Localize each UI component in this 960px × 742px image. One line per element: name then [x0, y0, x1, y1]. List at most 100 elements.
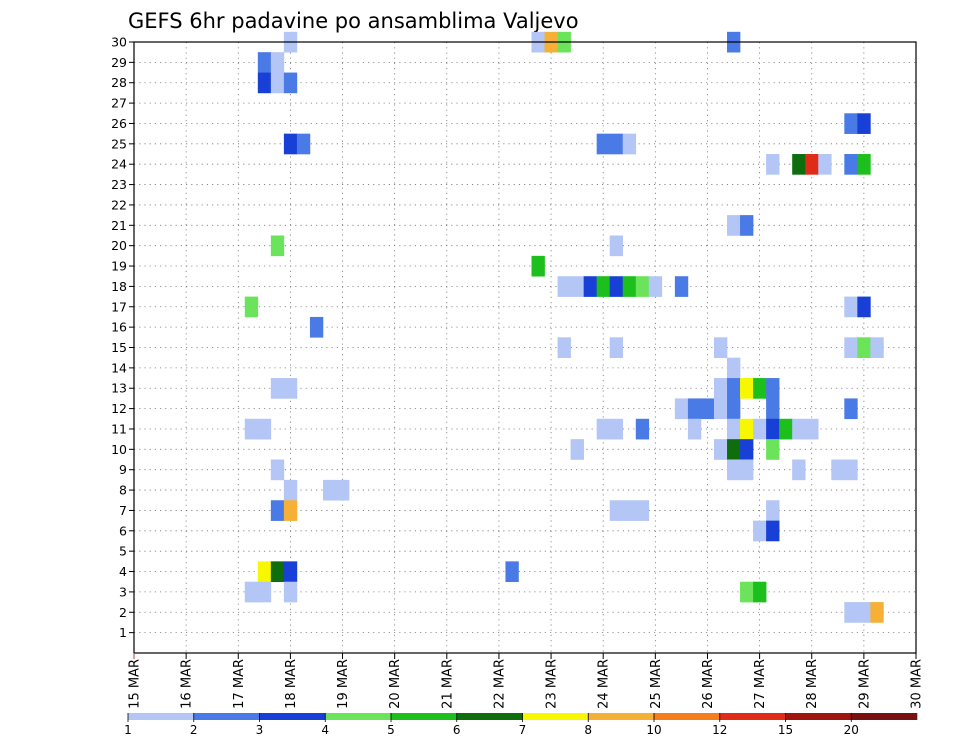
precip-cell [622, 276, 637, 297]
y-tick-label: 26 [111, 116, 127, 131]
precip-cell [844, 296, 858, 318]
y-tick-label: 23 [111, 177, 127, 192]
chart-title: GEFS 6hr padavine po ansamblima Valjevo [128, 9, 579, 33]
precip-cell [257, 581, 272, 603]
x-tick-label: 17 MAR [232, 659, 247, 709]
precip-cell [635, 418, 650, 440]
y-tick-label: 17 [111, 299, 127, 314]
precip-cell [296, 133, 311, 155]
legend-swatch [391, 713, 458, 720]
precip-cell [609, 337, 624, 358]
legend-label: 5 [387, 723, 395, 737]
y-tick-label: 10 [111, 442, 127, 457]
legend-swatch [259, 713, 326, 720]
precip-cell [857, 296, 871, 318]
precip-cell [713, 398, 728, 420]
precip-cell [270, 561, 285, 583]
precip-cell [844, 113, 858, 134]
x-tick-label: 21 MAR [440, 659, 455, 709]
precip-cell [570, 439, 584, 460]
legend-label: 12 [712, 723, 727, 737]
legend-label: 15 [778, 723, 793, 737]
precip-cell [727, 418, 741, 440]
legend-label: 20 [844, 723, 859, 737]
legend-swatch [456, 713, 523, 720]
precip-cell [270, 500, 285, 521]
legend-swatch [588, 713, 655, 720]
precip-cell [818, 154, 832, 175]
precip-cell [505, 561, 519, 583]
precip-cell [609, 500, 624, 521]
precip-cell [713, 439, 728, 460]
precip-cell [609, 235, 624, 257]
precip-cell [622, 133, 637, 155]
y-tick-label: 16 [111, 320, 127, 335]
precip-cell [557, 337, 571, 358]
precip-cell [283, 581, 298, 603]
precip-cell [727, 398, 741, 420]
precip-cell [792, 418, 806, 440]
precip-cell [857, 602, 871, 623]
x-tick-label: 15 MAR [128, 659, 143, 709]
precip-cell [257, 52, 272, 73]
precip-cell [309, 316, 324, 338]
precip-cell [805, 418, 819, 440]
x-tick-label: 25 MAR [649, 659, 664, 709]
legend-swatch [522, 713, 589, 720]
x-tick-label: 29 MAR [857, 659, 872, 709]
precip-cells [244, 31, 884, 623]
y-tick-label: 7 [119, 503, 127, 518]
legend-label: 4 [321, 723, 329, 737]
precip-cell [635, 276, 650, 297]
precip-cell [740, 459, 754, 481]
legend-label: 3 [256, 723, 264, 737]
precip-cell [257, 72, 272, 94]
precip-cell [870, 602, 884, 623]
precip-cell [622, 500, 637, 521]
precip-cell [609, 133, 624, 155]
precip-cell [740, 581, 754, 603]
precip-cell [257, 418, 272, 440]
precip-cell [283, 479, 298, 501]
precip-cell [844, 154, 858, 175]
precip-cell [779, 418, 793, 440]
precip-cell [844, 459, 858, 481]
legend-label: 8 [584, 723, 592, 737]
precip-cell [244, 418, 259, 440]
y-tick-label: 8 [119, 483, 127, 498]
legend-swatch [785, 713, 852, 720]
precip-cell [844, 337, 858, 358]
precip-cell [596, 418, 611, 440]
precip-cell [805, 154, 819, 175]
precip-cell [270, 52, 285, 73]
y-tick-label: 20 [111, 238, 127, 253]
precip-cell [727, 459, 741, 481]
precip-cell [270, 72, 285, 94]
precip-cell [727, 439, 741, 460]
y-tick-label: 11 [111, 421, 127, 436]
precip-cell [257, 561, 272, 583]
precip-cell [766, 439, 780, 460]
precip-cell [609, 276, 624, 297]
y-tick-label: 13 [111, 381, 127, 396]
precip-cell [857, 113, 871, 134]
y-tick-label: 9 [119, 462, 127, 477]
legend-swatch [654, 713, 721, 720]
precip-cell [609, 418, 624, 440]
precip-cell [322, 479, 337, 501]
precip-cell [283, 561, 298, 583]
legend-swatch [851, 713, 918, 720]
y-tick-label: 22 [111, 197, 127, 212]
y-tick-label: 3 [119, 584, 127, 599]
precip-cell [583, 276, 597, 297]
color-legend: 1 2 3 4 5 6 7 8 10 12 15 20 [124, 713, 918, 737]
precip-cell [336, 479, 350, 501]
precip-cell [596, 133, 611, 155]
y-tick-label: 18 [111, 279, 127, 294]
precip-cell [740, 439, 754, 460]
x-tick-label: 27 MAR [753, 659, 768, 709]
precip-cell [283, 378, 298, 399]
precip-cell [857, 154, 871, 175]
precip-cell [244, 581, 259, 603]
